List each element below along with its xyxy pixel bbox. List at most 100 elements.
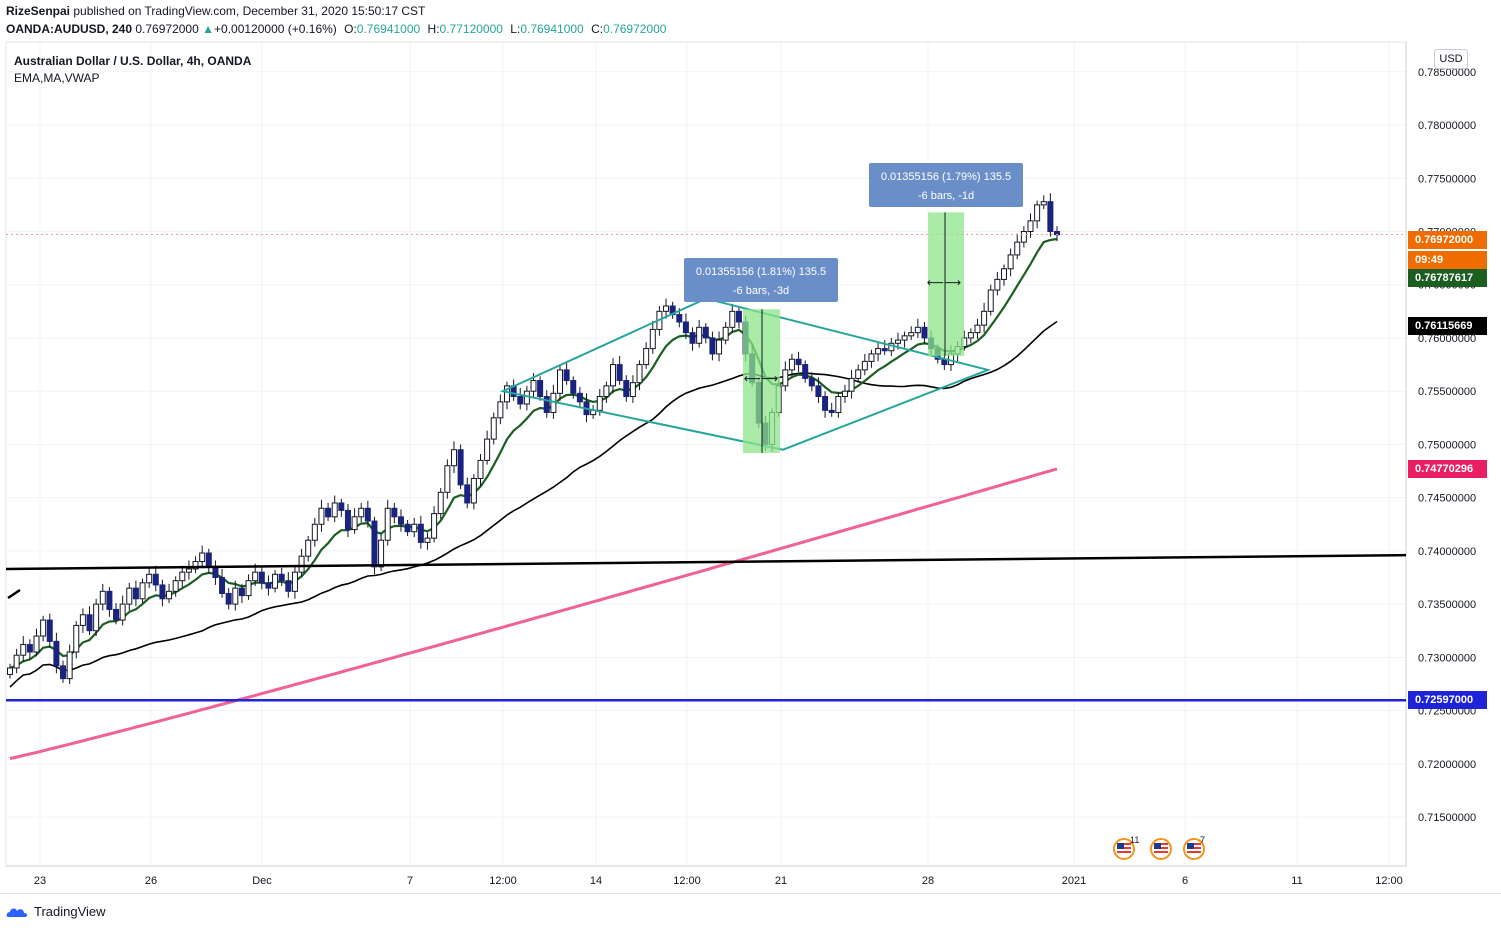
candle-up: [431, 513, 438, 539]
y-tick-label: 0.76000000: [1418, 333, 1476, 345]
publish-text: published on TradingView.com, December 3…: [73, 4, 426, 18]
candle-up: [185, 568, 192, 573]
y-tick-label: 0.77500000: [1418, 173, 1476, 185]
candle-up: [1034, 204, 1041, 222]
y-tick-label: 0.73000000: [1418, 652, 1476, 664]
candle-down: [344, 509, 351, 531]
currency-button[interactable]: USD: [1434, 49, 1468, 69]
symbol-info: OANDA:AUDUSD, 240 0.76972000 ▲+0.0012000…: [6, 22, 666, 36]
candle-down: [338, 502, 345, 511]
y-tick-label: 0.72000000: [1418, 759, 1476, 771]
x-tick-label: Dec: [252, 875, 272, 887]
candle-up: [557, 369, 564, 394]
candle-down: [464, 484, 471, 504]
candle-up: [166, 590, 173, 600]
plot-frame: [5, 41, 1407, 867]
measure-label-line2: -6 bars, -3d: [733, 285, 789, 297]
price-label: 0.76972000: [1408, 231, 1487, 249]
open-value: 0.76941000: [356, 22, 421, 36]
close-label: C:: [591, 22, 604, 36]
indicator-list[interactable]: EMA,MA,VWAP: [14, 71, 100, 85]
symbol: OANDA:AUDUSD, 240: [6, 22, 133, 36]
candle-down: [364, 507, 371, 522]
x-tick-label: 28: [922, 875, 934, 887]
candle-up: [782, 369, 789, 387]
candle-up: [33, 635, 40, 653]
candle-down: [570, 380, 577, 394]
candle-down: [709, 337, 716, 355]
candle-up: [199, 552, 206, 563]
candle-up: [603, 385, 610, 398]
price-label: 09:49: [1408, 251, 1487, 269]
author-name[interactable]: RizeSenpai: [6, 4, 71, 18]
candle-down: [265, 582, 272, 589]
candle-down: [285, 580, 292, 592]
candle-up: [331, 502, 338, 518]
candle-up: [384, 507, 391, 541]
us-flag-event-icon[interactable]: [1183, 838, 1205, 860]
candle-up: [358, 507, 365, 518]
candle-up: [139, 582, 146, 600]
candle-up: [126, 587, 133, 605]
us-flag-event-icon[interactable]: [1113, 838, 1135, 860]
candle-up: [470, 477, 477, 504]
candle-up: [914, 326, 921, 334]
candle-down: [391, 507, 398, 518]
y-tick-label: 0.78000000: [1418, 120, 1476, 132]
drawings: ⟵⟶ ⟵⟶ 0.01355156 (1.81%) 135.5 -6 bars, -3d…: [5, 163, 1407, 702]
candle-up: [729, 310, 736, 328]
candle-up: [411, 523, 418, 533]
candle-up: [696, 326, 703, 344]
candle-down: [238, 587, 245, 597]
candle-up: [437, 491, 444, 515]
price-change: +0.00120000 (+0.16%): [214, 22, 337, 36]
close-value: 0.76972000: [603, 22, 667, 36]
x-tick-label: 23: [34, 875, 46, 887]
candle-down: [258, 571, 265, 584]
candle-up: [245, 580, 252, 597]
candle-up: [444, 465, 451, 493]
chart-title: Australian Dollar / U.S. Dollar, 4h, OAN…: [14, 54, 252, 68]
y-tick-label: 0.71500000: [1418, 812, 1476, 824]
candle-up: [490, 417, 497, 440]
candle-up: [450, 449, 457, 467]
candle-up: [722, 326, 729, 341]
measure-range-2: [928, 212, 964, 357]
candle-down: [702, 326, 709, 339]
candle-up: [610, 364, 617, 387]
candle-up: [875, 348, 882, 355]
candle-down: [371, 520, 378, 568]
trendline: [5, 553, 1407, 571]
candle-up: [1014, 241, 1021, 256]
candle-down: [576, 392, 583, 403]
candle-down: [795, 358, 802, 366]
candle-up: [79, 614, 86, 626]
x-tick-label: 12:00: [489, 875, 517, 887]
us-flag-event-icon[interactable]: [1150, 838, 1172, 860]
candle-up: [663, 305, 670, 312]
candle-down: [881, 348, 888, 352]
candle-down: [113, 608, 120, 621]
candle-down: [676, 314, 683, 323]
tradingview-logo[interactable]: TradingView: [6, 904, 106, 919]
candle-up: [1040, 201, 1047, 206]
candle-up: [643, 348, 650, 366]
tradingview-cloud-icon: [6, 907, 28, 917]
candle-down: [152, 573, 159, 586]
candle-down: [212, 566, 219, 578]
candle-up: [629, 382, 636, 398]
candle-down: [563, 369, 570, 382]
candle-down: [53, 640, 60, 667]
event-count-badge: 7: [1200, 835, 1206, 845]
low-value: 0.76941000: [520, 22, 584, 36]
candle-down: [60, 665, 67, 680]
candle-up: [981, 310, 988, 326]
candle-up: [298, 555, 305, 573]
candle-up: [855, 369, 862, 379]
candle-up: [252, 571, 259, 582]
candle-up: [596, 396, 603, 411]
candle-up: [272, 573, 279, 589]
candle-down: [86, 614, 93, 632]
high-value: 0.77120000: [439, 22, 503, 36]
